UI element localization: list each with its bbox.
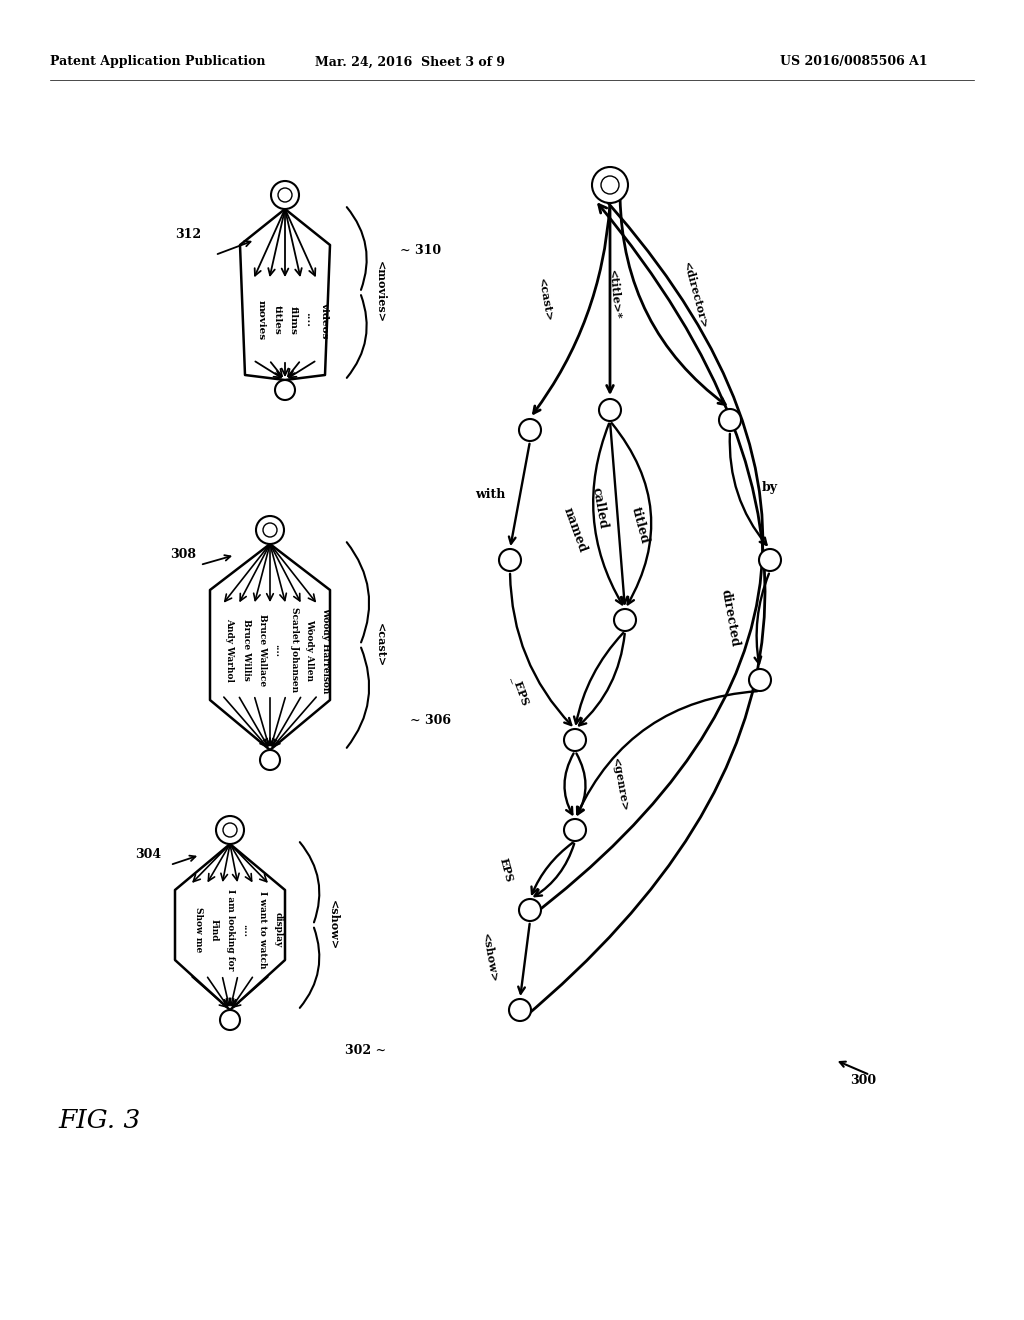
- Text: <cast>: <cast>: [375, 623, 385, 667]
- Text: 304: 304: [135, 849, 161, 862]
- Circle shape: [509, 999, 531, 1020]
- Text: ~ 310: ~ 310: [400, 243, 441, 256]
- Text: Show me: Show me: [194, 907, 203, 953]
- Circle shape: [749, 669, 771, 690]
- Circle shape: [216, 816, 244, 843]
- Text: Woody Harrelson: Woody Harrelson: [322, 607, 331, 693]
- Circle shape: [220, 1010, 240, 1030]
- Circle shape: [759, 549, 781, 572]
- Circle shape: [519, 899, 541, 921]
- Text: Andy Warhol: Andy Warhol: [225, 618, 234, 682]
- Text: <director>: <director>: [681, 260, 710, 330]
- Circle shape: [564, 818, 586, 841]
- Text: Woody Allen: Woody Allen: [305, 619, 314, 681]
- Circle shape: [263, 523, 278, 537]
- Text: titled: titled: [629, 506, 651, 545]
- Text: 312: 312: [175, 228, 201, 242]
- Text: Bruce Wallace: Bruce Wallace: [257, 614, 266, 686]
- Text: ....: ....: [242, 924, 251, 936]
- Text: 300: 300: [850, 1073, 877, 1086]
- Text: films: films: [289, 305, 298, 334]
- Circle shape: [601, 176, 618, 194]
- Text: _EPS: _EPS: [510, 673, 530, 706]
- Circle shape: [260, 750, 280, 770]
- Text: ....: ....: [304, 313, 313, 327]
- Text: videos: videos: [321, 302, 330, 338]
- Circle shape: [519, 418, 541, 441]
- Circle shape: [271, 181, 299, 209]
- Text: 302 ~: 302 ~: [345, 1044, 386, 1056]
- Circle shape: [256, 516, 284, 544]
- Text: directed: directed: [719, 589, 741, 648]
- Text: with: with: [475, 488, 505, 502]
- Text: named: named: [561, 506, 589, 554]
- Text: Scarlet Johansen: Scarlet Johansen: [290, 607, 299, 693]
- Text: ....: ....: [273, 644, 283, 656]
- Circle shape: [719, 409, 741, 432]
- Text: US 2016/0085506 A1: US 2016/0085506 A1: [780, 55, 928, 69]
- Circle shape: [275, 380, 295, 400]
- Text: called: called: [590, 486, 610, 529]
- Text: <show>: <show>: [480, 932, 500, 983]
- Circle shape: [614, 609, 636, 631]
- Circle shape: [564, 729, 586, 751]
- Text: EPS: EPS: [498, 857, 514, 883]
- Text: FIG. 3: FIG. 3: [58, 1107, 141, 1133]
- Text: ~ 306: ~ 306: [410, 714, 451, 726]
- Text: by: by: [762, 482, 778, 495]
- Circle shape: [599, 399, 621, 421]
- Circle shape: [592, 168, 628, 203]
- Text: <genre>: <genre>: [610, 758, 630, 813]
- Text: movies: movies: [256, 300, 265, 341]
- Text: 308: 308: [170, 549, 196, 561]
- Circle shape: [223, 822, 237, 837]
- Text: titles: titles: [272, 305, 282, 335]
- Circle shape: [499, 549, 521, 572]
- Text: <movies>: <movies>: [375, 261, 385, 323]
- Text: Patent Application Publication: Patent Application Publication: [50, 55, 265, 69]
- Text: <cast>: <cast>: [536, 277, 554, 322]
- Circle shape: [278, 187, 292, 202]
- Text: <title>*: <title>*: [607, 269, 623, 321]
- Text: Mar. 24, 2016  Sheet 3 of 9: Mar. 24, 2016 Sheet 3 of 9: [315, 55, 505, 69]
- Text: <show>: <show>: [328, 900, 339, 950]
- Text: I want to watch: I want to watch: [257, 891, 266, 969]
- Text: display: display: [273, 912, 283, 948]
- Text: Bruce Willis: Bruce Willis: [242, 619, 251, 681]
- Text: I am looking for: I am looking for: [225, 890, 234, 970]
- Text: Find: Find: [210, 919, 218, 941]
